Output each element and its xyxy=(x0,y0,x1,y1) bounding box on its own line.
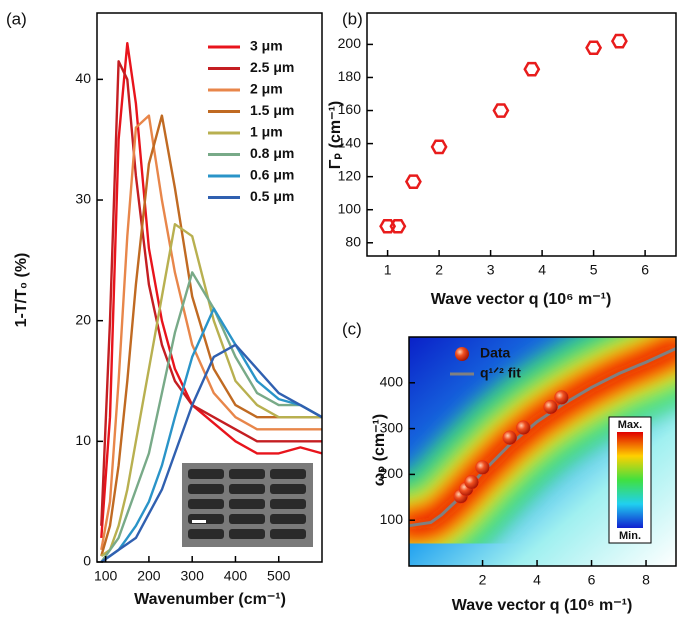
x-tick-label: 2 xyxy=(479,572,487,588)
data-point xyxy=(585,40,603,56)
x-tick-label: 300 xyxy=(181,568,205,584)
data-point xyxy=(516,420,531,435)
data-point xyxy=(404,174,422,189)
line xyxy=(100,60,322,526)
y-tick-label: 300 xyxy=(380,419,404,435)
x-tick-label: 5 xyxy=(590,262,598,278)
x-tick-label: 1 xyxy=(384,262,392,278)
panel-label: (b) xyxy=(342,9,363,28)
data-point xyxy=(492,103,510,118)
x-tick-label: 6 xyxy=(588,572,596,588)
y-axis-label: Γₚ (cm⁻¹) xyxy=(327,101,344,169)
panel-label: (a) xyxy=(6,9,27,28)
line xyxy=(100,114,322,557)
y-tick-label: 160 xyxy=(338,101,362,117)
data-point xyxy=(464,474,479,490)
legend-label: 0.8 μm xyxy=(250,145,294,161)
plot-frame xyxy=(408,336,677,567)
legend-label: 2 μm xyxy=(250,81,283,97)
y-tick-label: 0 xyxy=(83,553,91,569)
line xyxy=(100,343,323,563)
line xyxy=(100,271,323,563)
y-tick-label: 200 xyxy=(380,465,404,481)
line xyxy=(100,42,323,538)
legend-marker xyxy=(455,347,469,361)
data-point xyxy=(502,430,518,446)
y-tick-label: 20 xyxy=(75,311,91,327)
y-tick-label: 180 xyxy=(338,68,362,84)
colorbar-label: Max. xyxy=(618,419,642,431)
y-tick-label: 10 xyxy=(75,432,91,448)
legend-label: 1.5 μm xyxy=(250,102,294,118)
inset-image xyxy=(182,463,313,547)
legend-label: Data xyxy=(480,345,511,361)
y-tick-label: 30 xyxy=(75,191,91,207)
plot-frame xyxy=(96,12,323,563)
x-tick-label: 4 xyxy=(533,572,541,588)
data-point xyxy=(554,390,569,405)
x-tick-label: 400 xyxy=(224,568,248,584)
y-axis-label: ωₚ (cm⁻¹) xyxy=(371,414,388,486)
legend-label: 0.5 μm xyxy=(250,188,294,204)
x-tick-label: 2 xyxy=(435,262,443,278)
y-tick-label: 120 xyxy=(338,167,362,183)
y-tick-label: 40 xyxy=(75,70,91,86)
y-tick-label: 140 xyxy=(338,134,362,150)
y-tick-label: 100 xyxy=(380,511,404,527)
panel-label: (c) xyxy=(342,319,362,338)
line xyxy=(100,307,323,563)
legend-label: q¹ᐟ² fit xyxy=(480,365,521,381)
legend-label: 0.6 μm xyxy=(250,167,294,183)
y-axis-label: 1-T/T₀ (%) xyxy=(13,253,30,328)
line xyxy=(100,223,322,557)
x-tick-label: 8 xyxy=(642,572,650,588)
y-tick-label: 80 xyxy=(345,233,361,249)
data-point xyxy=(389,218,407,234)
legend-label: 1 μm xyxy=(250,124,283,140)
plot-frame xyxy=(366,12,677,257)
data-point xyxy=(523,61,541,77)
x-tick-label: 100 xyxy=(94,568,118,584)
x-tick-label: 4 xyxy=(538,262,546,278)
y-tick-label: 100 xyxy=(338,200,362,216)
data-point xyxy=(610,33,628,49)
data-point xyxy=(430,139,448,155)
legend-label: 3 μm xyxy=(250,38,283,54)
x-axis-label: Wave vector q (10⁶ m⁻¹) xyxy=(452,597,633,614)
data-point xyxy=(379,218,397,234)
x-tick-label: 3 xyxy=(487,262,495,278)
y-tick-label: 200 xyxy=(338,35,362,51)
x-axis-label: Wavenumber (cm⁻¹) xyxy=(134,591,286,608)
line xyxy=(100,114,322,551)
x-tick-label: 200 xyxy=(137,568,161,584)
x-axis-label: Wave vector q (10⁶ m⁻¹) xyxy=(431,291,612,308)
data-point xyxy=(475,460,490,475)
data-point xyxy=(543,399,558,415)
colorbar xyxy=(617,432,643,528)
legend-label: 2.5 μm xyxy=(250,59,294,75)
y-tick-label: 400 xyxy=(380,374,404,390)
x-tick-label: 500 xyxy=(267,568,291,584)
colorbar-label: Min. xyxy=(619,530,641,542)
x-tick-label: 6 xyxy=(641,262,649,278)
